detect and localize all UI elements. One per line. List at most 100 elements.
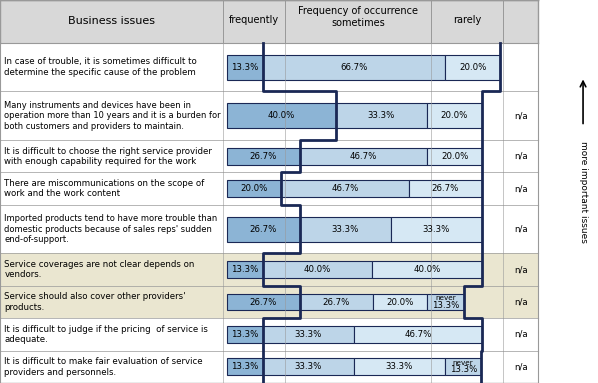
Bar	[0, 286, 224, 318]
Text: 46.7%: 46.7%	[350, 152, 377, 161]
Text: There are miscommunications on the scope of
work and the work content: There are miscommunications on the scope…	[4, 179, 205, 198]
Bar	[300, 216, 390, 242]
Text: 26.7%: 26.7%	[432, 184, 459, 193]
Text: 33.3%: 33.3%	[331, 225, 359, 234]
Bar	[427, 103, 481, 128]
Bar	[224, 140, 538, 172]
Text: 13.3%: 13.3%	[231, 362, 258, 371]
Bar	[0, 0, 224, 43]
Bar	[504, 0, 538, 43]
Bar	[0, 318, 224, 350]
Text: rarely: rarely	[453, 15, 481, 25]
Bar	[0, 172, 224, 205]
Bar	[224, 350, 538, 383]
Bar	[263, 326, 354, 343]
Text: Frequency of occurrence
sometimes: Frequency of occurrence sometimes	[298, 6, 418, 28]
Bar	[227, 326, 263, 343]
Bar	[227, 358, 263, 375]
Bar	[263, 358, 354, 375]
Bar	[281, 180, 409, 197]
Text: 26.7%: 26.7%	[249, 225, 277, 234]
Text: 46.7%: 46.7%	[331, 184, 359, 193]
Bar	[336, 103, 427, 128]
Bar	[227, 54, 263, 80]
Bar	[227, 148, 300, 165]
Bar	[227, 261, 263, 278]
Bar	[227, 103, 336, 128]
Text: frequently: frequently	[229, 15, 279, 25]
Bar	[354, 358, 445, 375]
Text: 13.3%: 13.3%	[231, 265, 258, 274]
Text: 20.0%: 20.0%	[441, 152, 468, 161]
Bar	[409, 180, 482, 197]
Text: 20.0%: 20.0%	[240, 184, 268, 193]
Text: 13.3%: 13.3%	[450, 365, 477, 374]
Bar	[227, 294, 300, 311]
Text: n/a: n/a	[514, 298, 527, 306]
Bar	[224, 318, 538, 350]
Text: 26.7%: 26.7%	[322, 298, 350, 306]
Text: 20.0%: 20.0%	[459, 63, 486, 72]
Text: 26.7%: 26.7%	[249, 152, 277, 161]
Text: 20.0%: 20.0%	[386, 298, 414, 306]
Text: 13.3%: 13.3%	[432, 301, 459, 309]
Text: n/a: n/a	[514, 111, 527, 120]
Bar	[227, 180, 281, 197]
Bar	[227, 216, 300, 242]
Text: n/a: n/a	[514, 225, 527, 234]
Text: 13.3%: 13.3%	[231, 63, 258, 72]
Bar	[427, 294, 463, 311]
Text: Imported products tend to have more trouble than
domestic products because of sa: Imported products tend to have more trou…	[4, 214, 218, 244]
Bar	[285, 0, 431, 43]
Bar	[300, 294, 373, 311]
Bar	[224, 286, 538, 318]
Bar	[0, 205, 224, 254]
Bar	[263, 261, 373, 278]
Bar	[263, 54, 446, 80]
Bar	[373, 294, 427, 311]
Bar	[373, 261, 481, 278]
Text: It is difficult to choose the right service provider
with enough capability requ: It is difficult to choose the right serv…	[4, 147, 212, 166]
Bar	[431, 0, 504, 43]
Text: n/a: n/a	[514, 330, 527, 339]
Bar	[300, 148, 427, 165]
Bar	[224, 43, 538, 92]
Text: 46.7%: 46.7%	[404, 330, 432, 339]
Text: It is difficult to judge if the pricing  of service is
adequate.: It is difficult to judge if the pricing …	[4, 325, 208, 344]
Text: n/a: n/a	[514, 265, 527, 274]
Bar	[0, 254, 224, 286]
Text: 33.3%: 33.3%	[422, 225, 450, 234]
Text: 40.0%: 40.0%	[413, 265, 441, 274]
Text: n/a: n/a	[514, 184, 527, 193]
Text: Business issues: Business issues	[68, 16, 155, 26]
Text: never: never	[435, 295, 456, 301]
Text: 13.3%: 13.3%	[231, 330, 258, 339]
Text: 33.3%: 33.3%	[295, 362, 322, 371]
Text: more important issues: more important issues	[578, 141, 588, 242]
Bar	[445, 358, 481, 375]
Text: Service coverages are not clear depends on
vendors.: Service coverages are not clear depends …	[4, 260, 195, 279]
Text: In case of trouble, it is sometimes difficult to
determine the specific cause of: In case of trouble, it is sometimes diff…	[4, 57, 197, 77]
Bar	[224, 172, 538, 205]
Text: 33.3%: 33.3%	[368, 111, 395, 120]
Text: 66.7%: 66.7%	[340, 63, 368, 72]
Text: 26.7%: 26.7%	[249, 298, 277, 306]
Text: 40.0%: 40.0%	[304, 265, 331, 274]
Text: 33.3%: 33.3%	[295, 330, 322, 339]
Bar	[354, 326, 481, 343]
Text: 40.0%: 40.0%	[267, 111, 295, 120]
Text: 33.3%: 33.3%	[386, 362, 413, 371]
Bar	[224, 92, 538, 140]
Text: never: never	[453, 360, 474, 366]
Text: 20.0%: 20.0%	[441, 111, 468, 120]
Bar	[224, 0, 285, 43]
Bar	[0, 92, 224, 140]
Text: n/a: n/a	[514, 152, 527, 161]
Text: n/a: n/a	[514, 362, 527, 371]
Bar	[224, 205, 538, 254]
Bar	[390, 216, 481, 242]
Bar	[427, 148, 482, 165]
Bar	[0, 140, 224, 172]
Bar	[446, 54, 500, 80]
Bar	[0, 43, 224, 92]
